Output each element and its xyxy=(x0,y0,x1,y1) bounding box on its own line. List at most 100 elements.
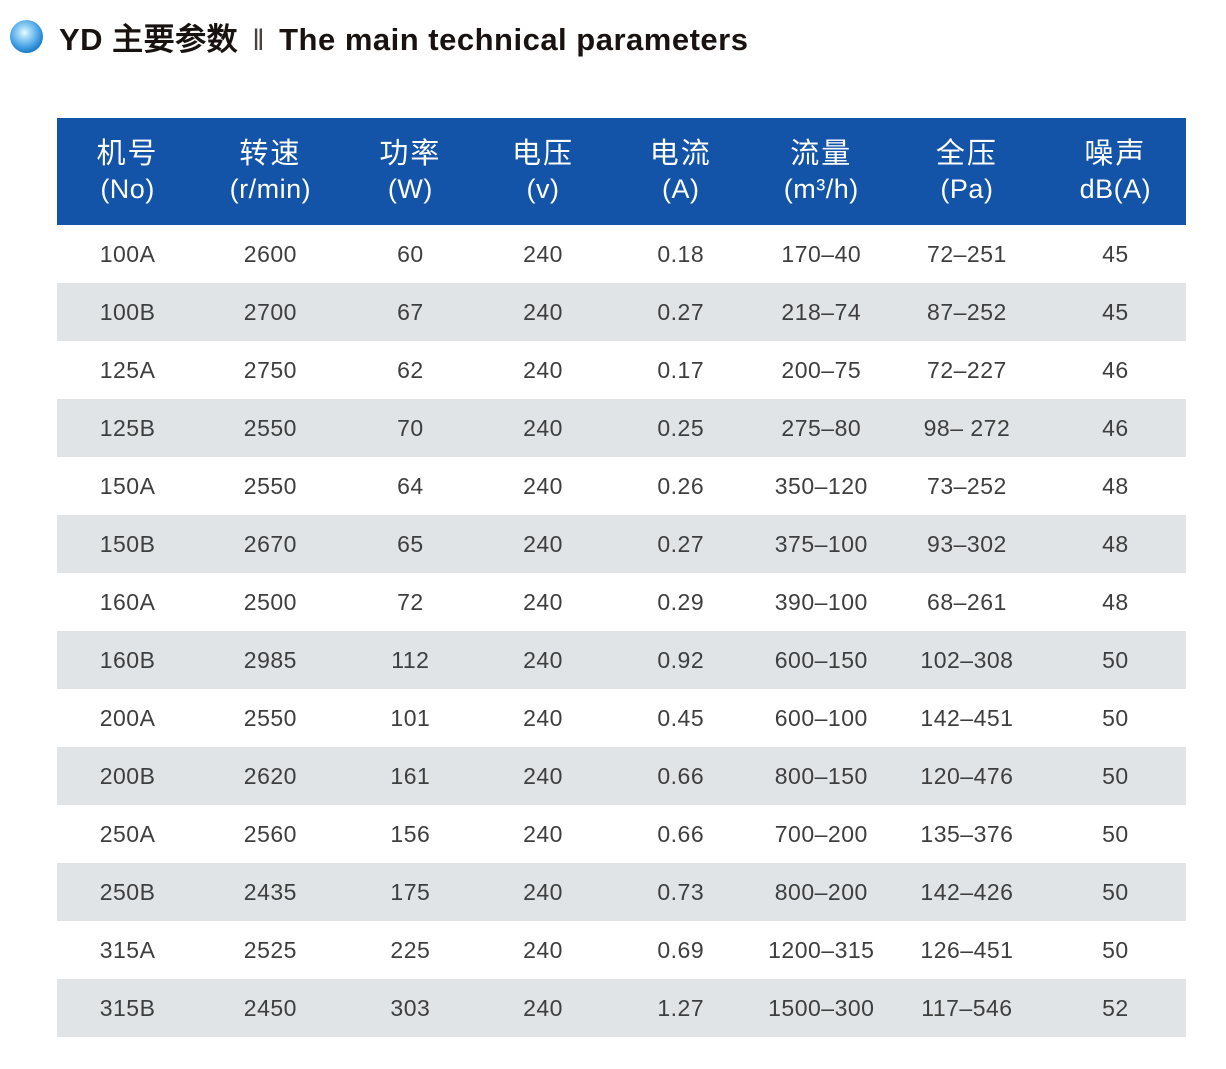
table-body: 100A 2600 60 240 0.18 170–40 72–251 45 100B 2700 6… xyxy=(57,225,1186,1037)
cell-pressure: 72–251 xyxy=(889,225,1045,283)
cell-noise: 50 xyxy=(1044,921,1186,979)
cell-noise: 50 xyxy=(1044,805,1186,863)
cell-speed: 2560 xyxy=(198,805,343,863)
cell-power: 112 xyxy=(342,631,479,689)
cell-noise: 52 xyxy=(1044,979,1186,1037)
cell-noise: 45 xyxy=(1044,225,1186,283)
cell-airflow: 800–200 xyxy=(753,863,890,921)
column-header-unit: (Pa) xyxy=(940,174,994,205)
cell-current: 0.29 xyxy=(607,573,754,631)
table-row: 160B 2985 112 240 0.92 600–150 102–308 50 xyxy=(57,631,1186,689)
cell-current: 0.17 xyxy=(607,341,754,399)
table-row: 125A 2750 62 240 0.17 200–75 72–227 46 xyxy=(57,341,1186,399)
table-row: 100A 2600 60 240 0.18 170–40 72–251 45 xyxy=(57,225,1186,283)
cell-current: 0.26 xyxy=(607,457,754,515)
cell-airflow: 200–75 xyxy=(753,341,890,399)
cell-model: 150B xyxy=(57,515,199,573)
table-row: 250A 2560 156 240 0.66 700–200 135–376 50 xyxy=(57,805,1186,863)
cell-pressure: 120–476 xyxy=(889,747,1045,805)
bullet-sphere-icon xyxy=(10,19,43,53)
cell-voltage: 240 xyxy=(478,979,608,1037)
cell-airflow: 375–100 xyxy=(753,515,890,573)
cell-airflow: 350–120 xyxy=(753,457,890,515)
column-header-unit: (A) xyxy=(661,174,700,205)
cell-speed: 2600 xyxy=(198,225,343,283)
cell-voltage: 240 xyxy=(478,283,608,341)
cell-pressure: 126–451 xyxy=(889,921,1045,979)
cell-voltage: 240 xyxy=(478,457,608,515)
table-row: 150A 2550 64 240 0.26 350–120 73–252 48 xyxy=(57,457,1186,515)
cell-voltage: 240 xyxy=(478,689,608,747)
cell-current: 0.66 xyxy=(607,805,754,863)
cell-current: 1.27 xyxy=(607,979,754,1037)
column-header-power: 功率 (W) xyxy=(342,118,479,225)
cell-model: 250B xyxy=(57,863,199,921)
cell-power: 64 xyxy=(342,457,479,515)
cell-model: 150A xyxy=(57,457,199,515)
cell-pressure: 102–308 xyxy=(889,631,1045,689)
column-header-airflow: 流量 (m³/h) xyxy=(753,118,890,225)
cell-speed: 2670 xyxy=(198,515,343,573)
cell-noise: 45 xyxy=(1044,283,1186,341)
cell-power: 101 xyxy=(342,689,479,747)
cell-power: 156 xyxy=(342,805,479,863)
cell-current: 0.92 xyxy=(607,631,754,689)
cell-speed: 2620 xyxy=(198,747,343,805)
cell-speed: 2550 xyxy=(198,689,343,747)
table-row: 250B 2435 175 240 0.73 800–200 142–426 50 xyxy=(57,863,1186,921)
column-header-label: 转速 xyxy=(239,137,302,170)
cell-model: 315B xyxy=(57,979,199,1037)
cell-speed: 2525 xyxy=(198,921,343,979)
cell-model: 100A xyxy=(57,225,199,283)
column-header-label: 机号 xyxy=(96,137,159,170)
cell-current: 0.66 xyxy=(607,747,754,805)
cell-noise: 50 xyxy=(1044,863,1186,921)
column-header-label: 功率 xyxy=(379,137,442,170)
table-header-row: 机号 (No) 转速 (r/min) 功率 (W) 电压 (v) 电流 (A) 流量 (m³/h) 全压… xyxy=(57,118,1186,225)
cell-current: 0.27 xyxy=(607,515,754,573)
cell-pressure: 135–376 xyxy=(889,805,1045,863)
cell-airflow: 1500–300 xyxy=(753,979,890,1037)
cell-current: 0.45 xyxy=(607,689,754,747)
cell-current: 0.69 xyxy=(607,921,754,979)
column-header-pressure: 全压 (Pa) xyxy=(889,118,1045,225)
table-row: 200A 2550 101 240 0.45 600–100 142–451 50 xyxy=(57,689,1186,747)
cell-pressure: 142–426 xyxy=(889,863,1045,921)
cell-speed: 2550 xyxy=(198,457,343,515)
table-row: 100B 2700 67 240 0.27 218–74 87–252 45 xyxy=(57,283,1186,341)
cell-airflow: 218–74 xyxy=(753,283,890,341)
cell-speed: 2700 xyxy=(198,283,343,341)
column-header-unit: (W) xyxy=(387,174,433,205)
cell-voltage: 240 xyxy=(478,805,608,863)
cell-current: 0.18 xyxy=(607,225,754,283)
parameters-table: 机号 (No) 转速 (r/min) 功率 (W) 电压 (v) 电流 (A) 流量 (m³/h) 全压… xyxy=(57,118,1186,1037)
column-header-label: 电压 xyxy=(512,137,575,170)
cell-airflow: 1200–315 xyxy=(753,921,890,979)
column-header-label: 电流 xyxy=(649,137,712,170)
cell-model: 250A xyxy=(57,805,199,863)
cell-pressure: 117–546 xyxy=(889,979,1045,1037)
table-head: 机号 (No) 转速 (r/min) 功率 (W) 电压 (v) 电流 (A) 流量 (m³/h) 全压… xyxy=(57,118,1186,225)
cell-model: 100B xyxy=(57,283,199,341)
column-header-speed: 转速 (r/min) xyxy=(198,118,343,225)
column-header-model: 机号 (No) xyxy=(57,118,199,225)
cell-model: 160B xyxy=(57,631,199,689)
cell-speed: 2500 xyxy=(198,573,343,631)
cell-noise: 48 xyxy=(1044,573,1186,631)
page-title: YD 主要参数 ‖ The main technical parameters xyxy=(59,14,748,59)
cell-pressure: 72–227 xyxy=(889,341,1045,399)
title-divider: ‖ xyxy=(252,23,266,57)
cell-speed: 2985 xyxy=(198,631,343,689)
cell-speed: 2550 xyxy=(198,399,343,457)
cell-speed: 2750 xyxy=(198,341,343,399)
column-header-unit: (m³/h) xyxy=(783,174,859,205)
cell-pressure: 87–252 xyxy=(889,283,1045,341)
cell-voltage: 240 xyxy=(478,399,608,457)
cell-current: 0.73 xyxy=(607,863,754,921)
cell-airflow: 600–100 xyxy=(753,689,890,747)
cell-noise: 50 xyxy=(1044,689,1186,747)
column-header-voltage: 电压 (v) xyxy=(478,118,608,225)
column-header-current: 电流 (A) xyxy=(607,118,754,225)
column-header-label: 流量 xyxy=(790,137,853,170)
